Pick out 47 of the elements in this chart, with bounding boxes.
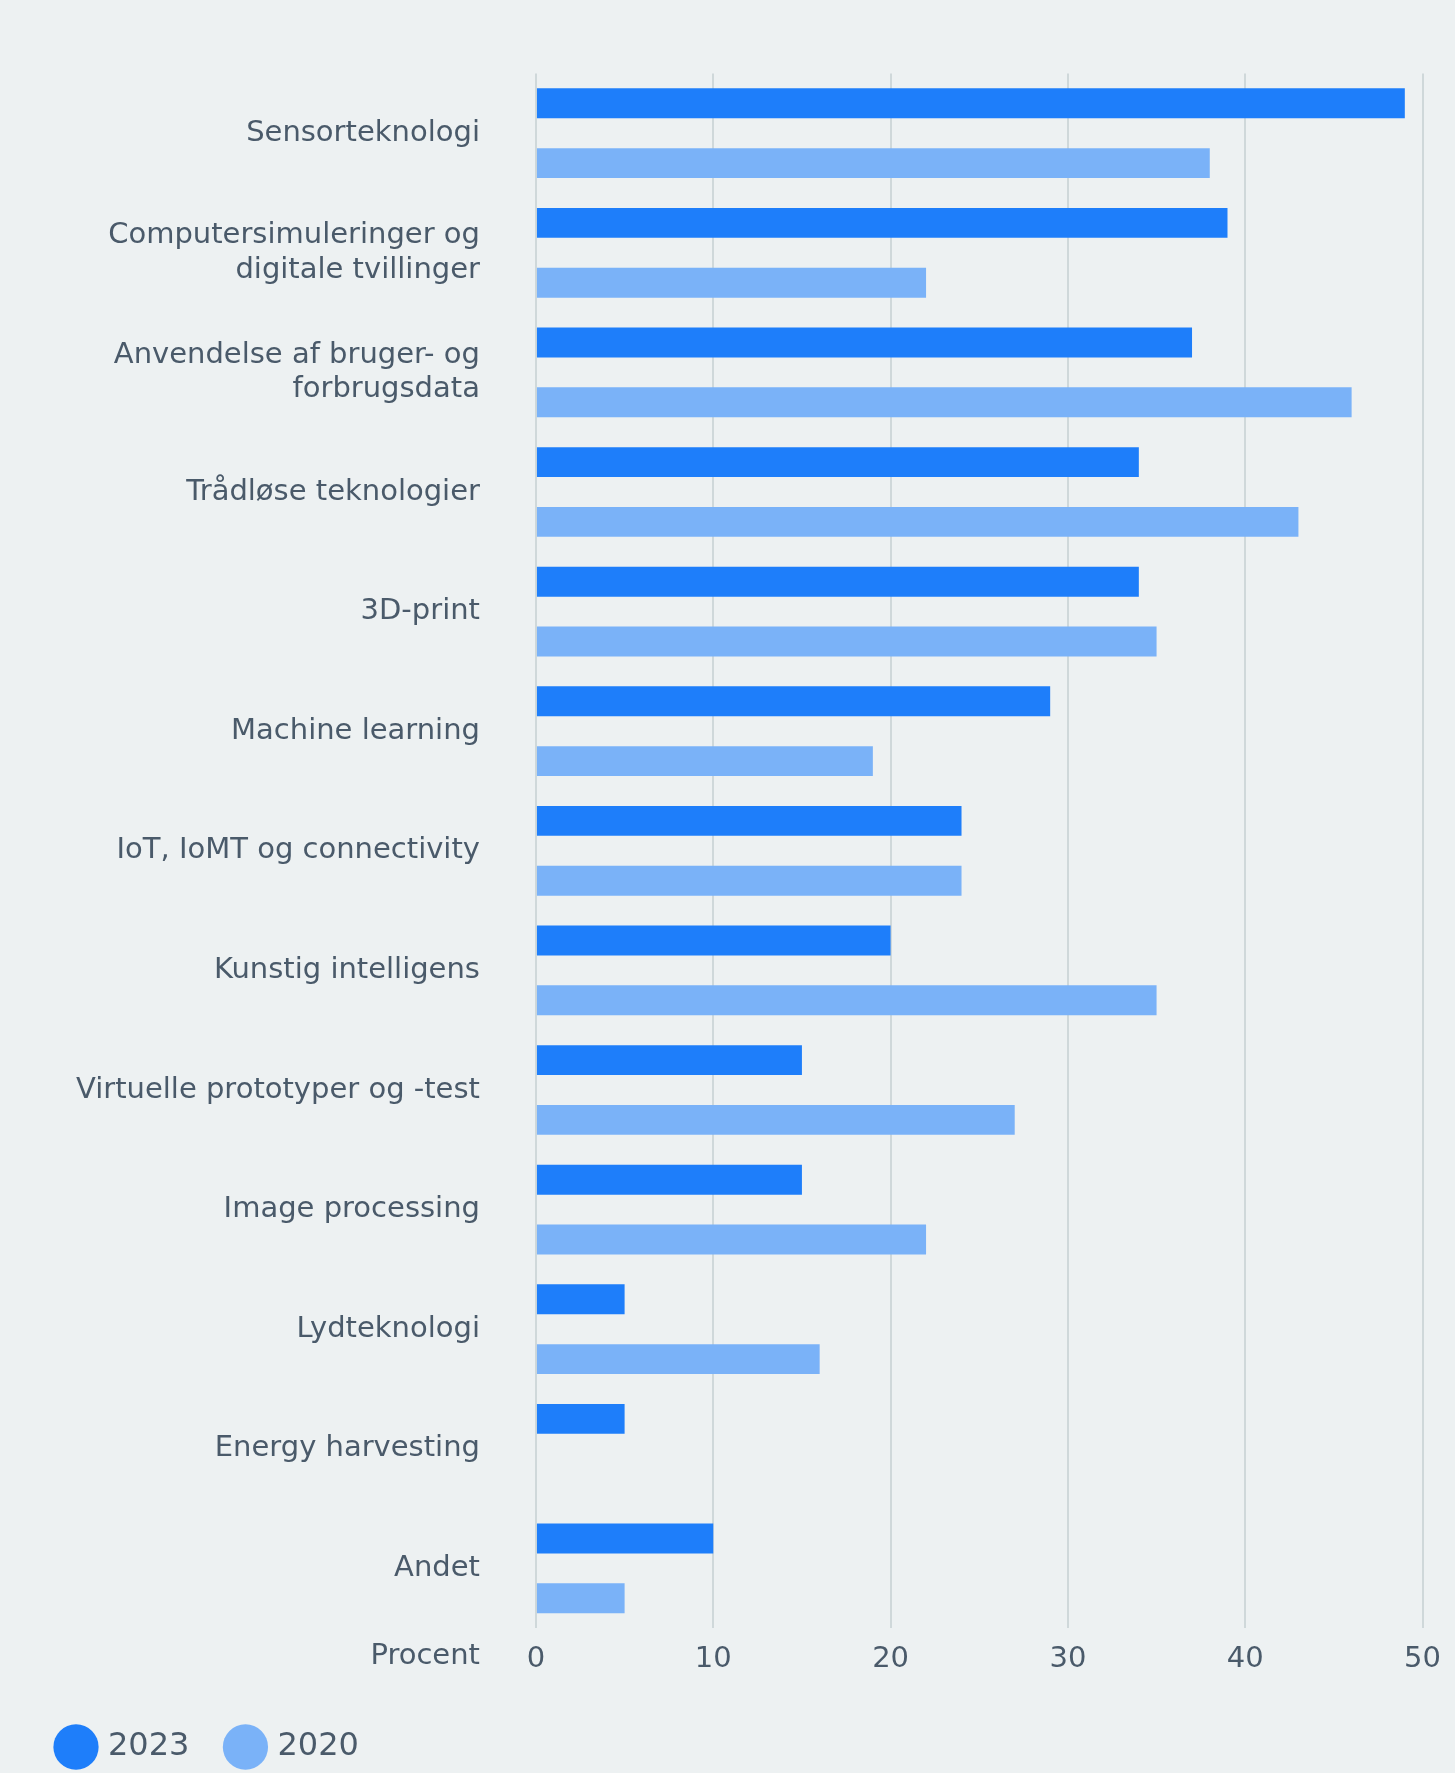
y-tick-label: Trådløse teknologier [185,472,481,507]
bar [536,1403,625,1434]
bar [536,746,873,777]
y-tick-label: Machine learning [231,711,480,746]
x-tick-label: 0 [526,1640,546,1675]
y-tick-label: Lydteknologi [296,1309,480,1344]
bar [536,805,962,836]
bar [536,1344,820,1375]
bar [536,865,962,896]
x-tick-label: 40 [1226,1640,1264,1675]
bar [536,1104,1015,1135]
bar [536,506,1299,537]
bar [536,207,1228,238]
y-tick-label: Image processing [223,1190,480,1225]
bar [536,686,1051,717]
y-tick-label: Kunstig intelligens [213,950,480,985]
y-tick-label: IoT, IoMT og connectivity [116,831,480,866]
legend-label: 2020 [277,1725,359,1764]
bar [536,148,1210,179]
x-tick-label: 10 [694,1640,732,1675]
bar [536,985,1157,1016]
bar [536,1224,927,1255]
y-tick-label: Andet [394,1548,480,1583]
x-axis-title: Procent [370,1637,480,1672]
y-tick-label: Computersimuleringer og digitale tvillinger [108,215,481,285]
bar [536,387,1352,418]
bar [536,1164,802,1195]
x-tick-label: 20 [872,1640,910,1675]
y-tick-label: Energy harvesting [214,1429,480,1464]
bar [536,1045,802,1076]
bar [536,1523,714,1554]
bar [536,925,891,956]
y-tick-label: Virtuelle prototyper og -test [75,1070,480,1105]
x-tick-label: 30 [1049,1640,1087,1675]
legend-label: 2023 [108,1725,190,1764]
bar [536,626,1157,657]
bar [536,566,1139,597]
bar [536,267,927,298]
bar [536,327,1193,358]
y-tick-label: 3D-print [360,592,480,627]
y-tick-label: Anvendelse af bruger- og forbrugsdata [113,335,480,405]
x-tick-label: 50 [1404,1640,1441,1675]
bar [536,88,1405,119]
bar [536,1284,625,1315]
bar [536,1583,625,1614]
bar [536,447,1139,478]
y-tick-label: Sensorteknologi [246,113,480,148]
